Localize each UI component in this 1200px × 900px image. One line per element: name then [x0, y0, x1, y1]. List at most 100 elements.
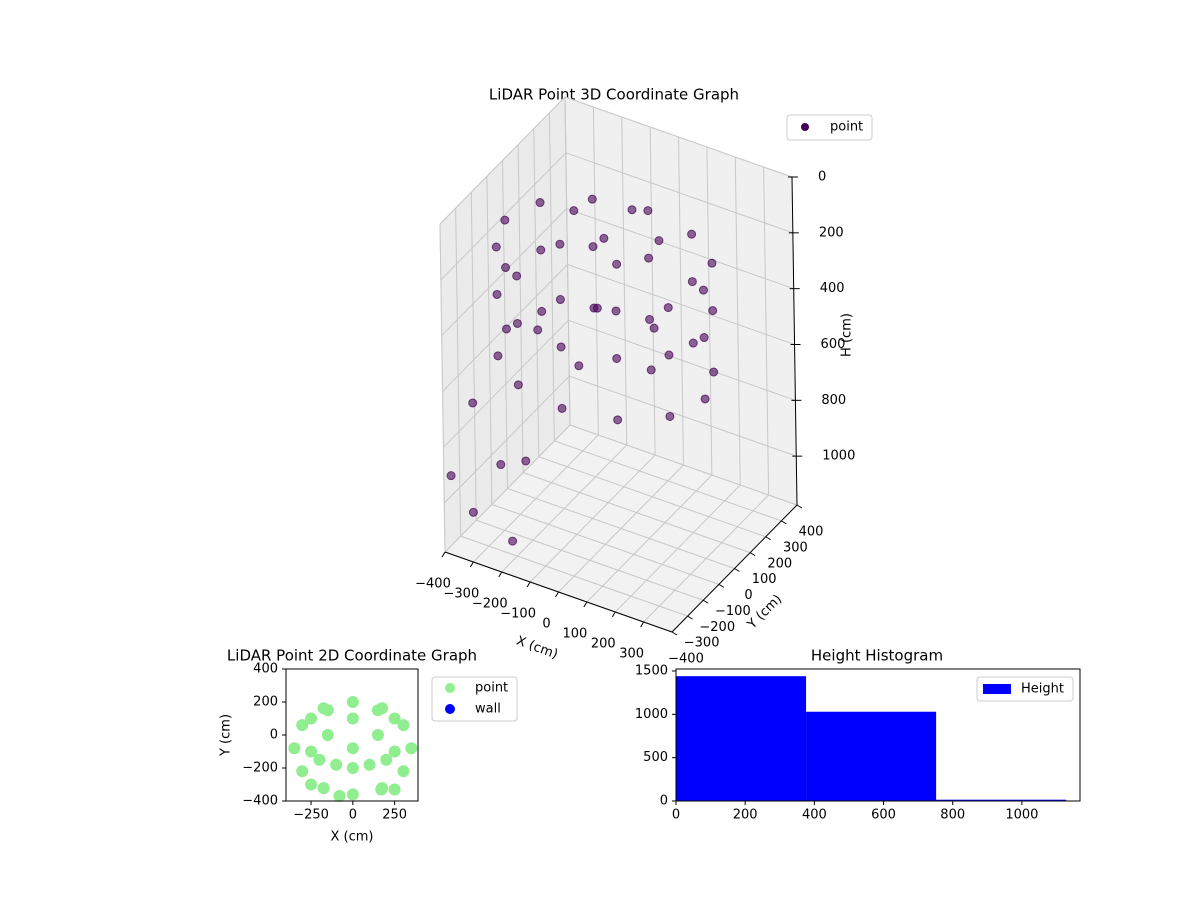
x-tick-label: 0 [349, 808, 357, 823]
grid-line [564, 96, 571, 426]
y-tick-label: −400 [242, 794, 278, 809]
point [501, 324, 511, 334]
grid-line [470, 192, 477, 521]
x-tick-label: 800 [940, 808, 965, 823]
y-tick-label: 1500 [635, 663, 668, 678]
point [700, 394, 710, 404]
point [646, 365, 656, 375]
grid-line [491, 503, 720, 585]
grid-line [566, 208, 794, 290]
point [296, 765, 309, 778]
point [380, 753, 393, 766]
y-tick-label: 100 [752, 572, 777, 587]
bar [806, 711, 937, 801]
grid-line [486, 176, 493, 505]
point [687, 277, 697, 287]
point [613, 415, 623, 425]
y-tick-label: 500 [643, 750, 668, 765]
point [644, 253, 654, 263]
grid-line [569, 424, 798, 506]
point [521, 456, 531, 466]
x-tick-label: −400 [415, 577, 451, 592]
y-tick-label: 0 [744, 588, 752, 603]
point [512, 318, 522, 328]
x-tick-label: −200 [472, 597, 508, 612]
grid-line [567, 264, 795, 345]
point [313, 753, 326, 766]
z-tick-label: 200 [819, 225, 844, 240]
tick-mark [583, 601, 588, 608]
z-tick-label: 600 [821, 337, 846, 352]
point [612, 353, 622, 363]
point [500, 215, 510, 225]
y-tick-label: 400 [799, 525, 824, 540]
x-tick-label: 400 [802, 808, 827, 823]
point [346, 696, 359, 708]
tick-mark [781, 520, 787, 525]
point [346, 762, 359, 774]
grid-line [548, 112, 555, 441]
x-tick-label: 250 [382, 808, 407, 823]
grid-line [439, 223, 446, 553]
point [555, 295, 565, 305]
chart-title: LiDAR Point 2D Coordinate Graph [227, 647, 477, 665]
y-axis [671, 504, 798, 633]
y-tick-label: 400 [253, 662, 278, 677]
grid-line [569, 375, 797, 457]
point [388, 783, 401, 796]
legend-marker [445, 683, 455, 693]
point [537, 306, 547, 316]
tick-mark [702, 599, 709, 604]
grid-line [441, 208, 568, 337]
tick-mark [765, 536, 772, 541]
grid-line [443, 319, 569, 448]
point [536, 245, 546, 255]
axes-frame [675, 668, 1081, 802]
y-tick-label: 200 [253, 695, 278, 710]
y-tick-label: 200 [767, 556, 792, 571]
point [612, 259, 622, 269]
point [317, 782, 330, 795]
point [346, 788, 359, 801]
y-tick-label: 0 [270, 728, 278, 743]
x-tick-label: 0 [542, 617, 550, 632]
point [496, 460, 506, 470]
point [371, 729, 384, 741]
grid-line [502, 160, 508, 489]
point [446, 471, 456, 481]
point [333, 790, 346, 803]
axes-frame [285, 668, 419, 802]
x-tick-label: −100 [500, 607, 536, 622]
grid-line [564, 96, 793, 178]
tick-mark [718, 583, 725, 588]
z-tick-label: 800 [821, 393, 846, 408]
x-axis-label: X (cm) [331, 830, 374, 845]
legend-label: point [830, 120, 863, 135]
grid-line [678, 136, 684, 466]
point [397, 765, 410, 778]
tick-mark [555, 591, 559, 598]
point [288, 742, 301, 755]
legend-label: wall [475, 702, 501, 717]
point [707, 258, 717, 268]
legend-box [786, 114, 873, 141]
y-tick-label: 300 [783, 540, 808, 555]
z-tick-label: 0 [818, 170, 826, 185]
x-tick-label: 100 [562, 627, 587, 642]
point [346, 712, 359, 725]
grid-line [455, 208, 462, 537]
point [699, 333, 709, 343]
grid-line [568, 319, 796, 401]
point [665, 411, 675, 421]
legend-label: Height [1021, 682, 1064, 697]
point [663, 303, 673, 313]
point [627, 205, 637, 215]
point [569, 206, 579, 216]
point [643, 206, 653, 216]
tick-mark [441, 551, 446, 558]
z-tick-label: 400 [820, 281, 845, 296]
point [493, 351, 503, 361]
legend-patch [983, 684, 1011, 694]
